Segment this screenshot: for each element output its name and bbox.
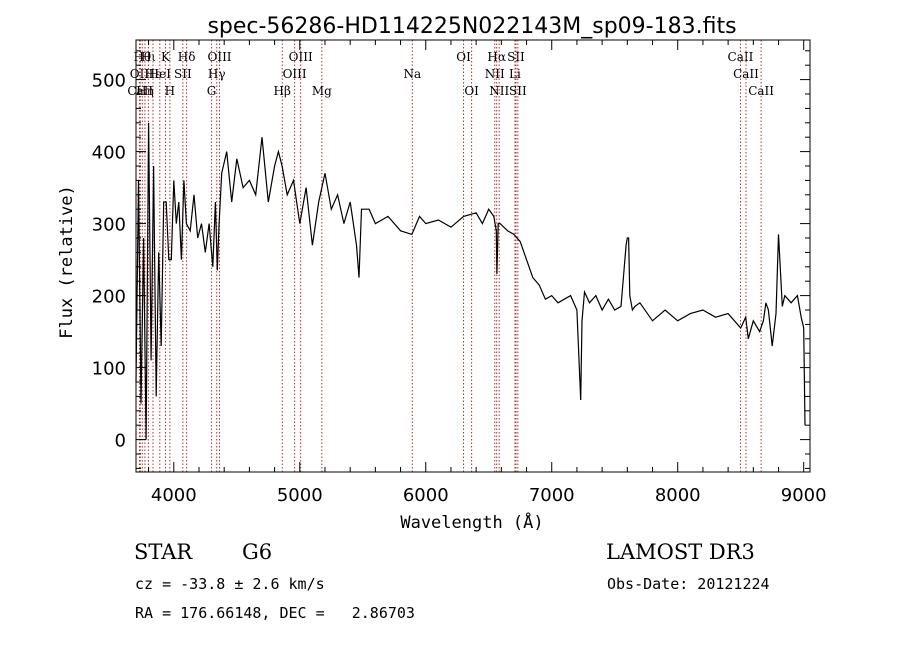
line-marker-label: Hθ xyxy=(133,50,151,64)
line-marker-label: CaII xyxy=(728,50,754,64)
line-marker-label: Mg xyxy=(312,84,332,98)
x-tick-label: 8000 xyxy=(655,485,701,506)
y-tick-label: 100 xyxy=(92,359,126,380)
object-class: STAR xyxy=(134,540,193,564)
line-marker-label: OIII xyxy=(207,50,231,64)
line-marker-label: CaII xyxy=(748,84,774,98)
x-tick-label: 7000 xyxy=(529,485,575,506)
x-tick-label: 4000 xyxy=(151,485,197,506)
x-tick-label: 5000 xyxy=(277,485,323,506)
line-marker-label: SII xyxy=(507,50,525,64)
line-marker-label: Hδ xyxy=(178,50,196,64)
y-tick-label: 400 xyxy=(92,143,126,164)
line-marker-label: NII xyxy=(485,67,505,81)
y-tick-label: 0 xyxy=(115,431,126,452)
line-marker-label: SII xyxy=(174,67,192,81)
line-marker-label: Hβ xyxy=(274,84,291,98)
survey-label: LAMOST DR3 xyxy=(606,540,755,564)
chart-title: spec-56286-HD114225N022143M_sp09-183.fit… xyxy=(207,14,736,39)
y-tick-label: 300 xyxy=(92,215,126,236)
line-marker-label: SII xyxy=(509,84,527,98)
redshift-text: cz = -33.8 ± 2.6 km/s xyxy=(135,575,325,593)
line-marker-label: OI xyxy=(464,84,479,98)
line-marker-label: HeI xyxy=(149,67,172,81)
y-axis: 0 100 200 300 400 500 xyxy=(92,50,810,469)
object-subclass: G6 xyxy=(242,540,273,564)
x-tick-label: 9000 xyxy=(781,485,827,506)
line-marker-label: G xyxy=(207,84,217,98)
y-axis-label: Flux (relative) xyxy=(57,185,77,339)
line-marker-label: Li xyxy=(509,67,521,81)
y-tick-label: 500 xyxy=(92,71,126,92)
plot-frame xyxy=(135,39,811,473)
line-marker-label: Hη xyxy=(136,84,154,98)
line-marker-label: Hι xyxy=(141,50,156,64)
coordinates-text: RA = 176.66148, DEC = 2.86703 xyxy=(135,604,415,622)
line-marker-label: Hγ xyxy=(208,67,226,81)
obs-date-text: Obs-Date: 20121224 xyxy=(607,575,770,593)
line-marker-label: K xyxy=(161,50,171,64)
x-axis-label: Wavelength (Å) xyxy=(400,511,543,533)
line-marker-label: OII xyxy=(130,67,150,81)
line-marker-label: OIII xyxy=(283,67,307,81)
line-marker-label: NII xyxy=(489,84,509,98)
line-marker-label: Na xyxy=(403,67,421,81)
line-marker-label: Hα xyxy=(487,50,506,64)
line-marker-label: CaII xyxy=(127,84,153,98)
x-tick-label: 6000 xyxy=(403,485,449,506)
x-axis: 4000 5000 6000 7000 8000 9000 xyxy=(148,40,827,506)
line-marker-label: OIII xyxy=(289,50,313,64)
y-tick-label: 200 xyxy=(92,287,126,308)
line-marker-label: H xyxy=(165,84,175,98)
line-marker-label: OI xyxy=(456,50,471,64)
spectrum-line xyxy=(135,122,806,440)
line-marker-label: Hε xyxy=(145,67,162,81)
line-marker-label: CaII xyxy=(733,67,759,81)
